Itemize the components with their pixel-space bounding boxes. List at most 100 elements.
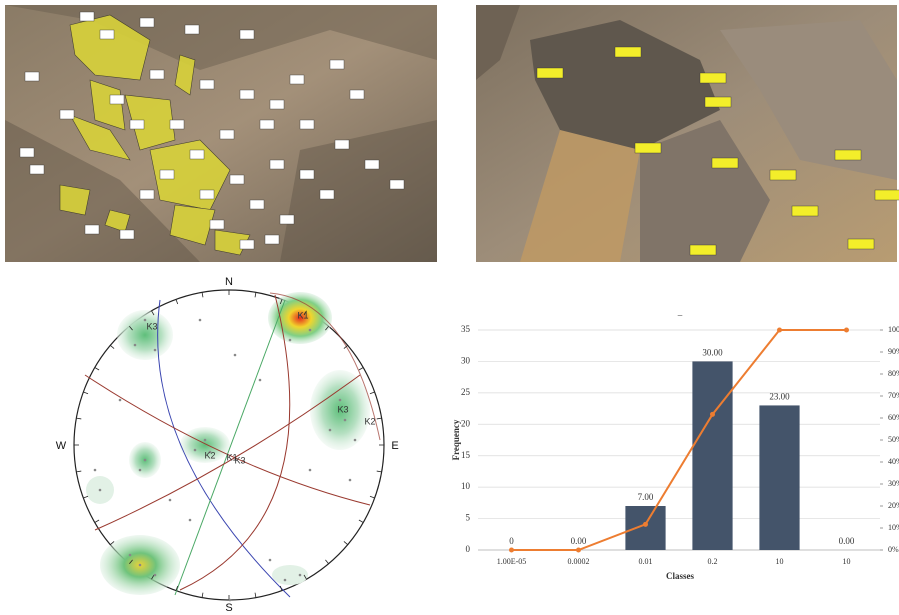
photo-tag bbox=[299, 169, 315, 180]
net-tick bbox=[110, 345, 115, 349]
net-tick bbox=[358, 367, 364, 371]
cumulative-point bbox=[576, 547, 581, 553]
y2-tick-label: 100% bbox=[888, 325, 899, 334]
pole-dot bbox=[268, 558, 272, 562]
photo-tag bbox=[279, 214, 295, 225]
photo-tag bbox=[184, 24, 200, 35]
pole-dot bbox=[98, 488, 102, 492]
photo-tag bbox=[299, 119, 315, 130]
photo-tag bbox=[119, 229, 135, 240]
y2-tick-label: 50% bbox=[888, 435, 899, 444]
value-label: 0 bbox=[509, 536, 514, 546]
photo-tag bbox=[199, 189, 215, 200]
pole-dot bbox=[118, 398, 122, 402]
photo-tag bbox=[874, 189, 899, 201]
net-tick bbox=[151, 310, 155, 316]
pole-dot bbox=[138, 563, 142, 567]
chart-title: – bbox=[677, 310, 683, 320]
direction-label: S bbox=[225, 602, 232, 614]
y2-tick-label: 30% bbox=[888, 479, 899, 488]
y-axis-label: Frequency bbox=[451, 419, 461, 460]
direction-label: N bbox=[225, 276, 233, 288]
pole-dot bbox=[353, 438, 357, 442]
photo-tag bbox=[711, 157, 739, 169]
net-tick bbox=[94, 519, 100, 523]
bar bbox=[692, 361, 733, 550]
photo-tag bbox=[689, 244, 717, 256]
set-label: K2 bbox=[204, 450, 215, 460]
value-label: 7.00 bbox=[638, 492, 654, 502]
photo-tag bbox=[791, 205, 819, 217]
photo-tag bbox=[209, 219, 225, 230]
y2-tick-label: 0% bbox=[888, 545, 899, 554]
y-tick-label: 25 bbox=[461, 387, 471, 397]
photo-tag bbox=[139, 17, 155, 28]
photo-tag bbox=[24, 71, 40, 82]
pole-dot bbox=[258, 378, 262, 382]
net-tick bbox=[303, 310, 307, 316]
net-tick bbox=[83, 391, 89, 395]
photo-tag bbox=[634, 142, 662, 154]
bar bbox=[759, 405, 800, 550]
net-tick bbox=[129, 559, 133, 564]
net-tick bbox=[201, 592, 204, 598]
net-tick bbox=[343, 541, 348, 545]
photo-tag bbox=[699, 72, 727, 84]
pole-dot bbox=[128, 553, 132, 557]
value-label: 30.00 bbox=[702, 347, 723, 357]
net-tick bbox=[76, 417, 82, 420]
y-tick-label: 30 bbox=[461, 355, 471, 365]
pole-dot bbox=[343, 418, 347, 422]
net-tick bbox=[343, 345, 348, 349]
pole-dot bbox=[198, 318, 202, 322]
pole-dot bbox=[283, 578, 287, 582]
y-tick-label: 20 bbox=[461, 418, 471, 428]
cumulative-line bbox=[511, 329, 847, 551]
photo-tag bbox=[84, 224, 100, 235]
x-tick-label: 0.2 bbox=[708, 557, 718, 566]
y2-tick-label: 90% bbox=[888, 347, 899, 356]
direction-label: E bbox=[391, 440, 398, 452]
photo-tag bbox=[169, 119, 185, 130]
photo-tag bbox=[19, 147, 35, 158]
pole-dot bbox=[188, 518, 192, 522]
pole-dot bbox=[153, 573, 157, 577]
pole-dot bbox=[208, 450, 212, 454]
net-tick bbox=[376, 417, 382, 420]
pole-dot bbox=[298, 573, 302, 577]
set-label: K2 bbox=[364, 416, 375, 426]
pole-dot bbox=[338, 398, 342, 402]
photo-tag bbox=[536, 67, 564, 79]
photo-tag bbox=[189, 149, 205, 160]
photo-tag bbox=[289, 74, 305, 85]
pole-dot bbox=[153, 348, 157, 352]
pole-dot bbox=[328, 428, 332, 432]
net-tick bbox=[175, 299, 179, 305]
photo-tag bbox=[199, 79, 215, 90]
photo-tag bbox=[319, 189, 335, 200]
pole-dot bbox=[143, 458, 147, 462]
photo-tag bbox=[259, 119, 275, 130]
pole-dot bbox=[143, 318, 147, 322]
photo-tag bbox=[389, 179, 405, 190]
cumulative-point bbox=[643, 521, 648, 527]
photo-tag bbox=[269, 99, 285, 110]
pole-dot bbox=[233, 353, 237, 357]
net-tick bbox=[279, 299, 283, 305]
pole-dot bbox=[138, 468, 142, 472]
pole-dot bbox=[203, 438, 207, 442]
y2-tick-label: 20% bbox=[888, 501, 899, 510]
set-label: K3 bbox=[234, 455, 245, 465]
pole-dot bbox=[308, 328, 312, 332]
y-tick-label: 10 bbox=[461, 481, 471, 491]
net-tick bbox=[325, 559, 329, 564]
photo-tag bbox=[614, 46, 642, 58]
x-tick-label: 1.00E-05 bbox=[497, 557, 527, 566]
chart: – Classes Frequency 0 5 10 15 20 25 30 35 0% 10% 2… bbox=[451, 310, 899, 581]
pole-dot bbox=[288, 338, 292, 342]
y2-tick-label: 10% bbox=[888, 523, 899, 532]
pole-dot bbox=[93, 468, 97, 472]
photo-tag bbox=[159, 169, 175, 180]
